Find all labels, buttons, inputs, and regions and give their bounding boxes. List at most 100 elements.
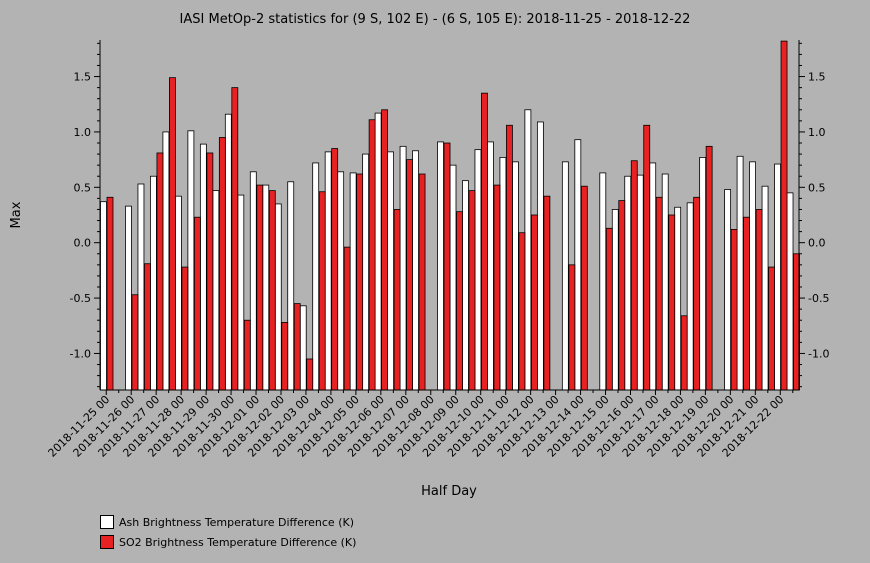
so2-bar-19 <box>343 246 351 391</box>
ash-bar-32 <box>499 157 507 391</box>
legend-item-ash: Ash Brightness Temperature Difference (K… <box>100 512 356 532</box>
so2-bar-12 <box>256 184 264 391</box>
ash-bar-29 <box>462 180 469 391</box>
so2-bar-33 <box>518 232 526 391</box>
ash-bar-9 <box>212 190 220 391</box>
ash-bar-22 <box>374 112 382 391</box>
so2-bar-11 <box>243 319 251 391</box>
ash-bar-12 <box>249 171 257 391</box>
so2-bar-9 <box>218 137 226 391</box>
ash-bar-43 <box>636 174 644 391</box>
ash-bar-38 <box>574 139 582 391</box>
ash-bar-47 <box>686 202 694 391</box>
so2-bar-52 <box>755 209 763 391</box>
ash-bar-46 <box>674 206 682 391</box>
so2-bar-15 <box>293 303 301 391</box>
y-tick-label-left: 0.5 <box>74 181 92 194</box>
ash-bar-55 <box>786 192 794 391</box>
so2-bar-27 <box>443 142 451 391</box>
ash-bar-13 <box>262 184 270 391</box>
ash-bar-6 <box>174 195 182 391</box>
so2-bar-16 <box>306 358 314 391</box>
so2-bar-51 <box>743 216 750 391</box>
ash-bar-3 <box>137 183 145 391</box>
y-axis-label: Max <box>9 201 24 228</box>
ash-bar-7 <box>187 130 195 391</box>
ash-bar-11 <box>237 194 245 391</box>
ash-bar-5 <box>162 131 170 391</box>
ash-bar-41 <box>611 209 619 391</box>
so2-bar-20 <box>356 173 364 391</box>
y-tick-label-left: -1.0 <box>70 347 91 360</box>
so2-bar-5 <box>169 77 176 391</box>
chart-title: IASI MetOp-2 statistics for (9 S, 102 E)… <box>180 12 691 27</box>
so2-bar-22 <box>381 109 389 391</box>
legend-label-so2: SO2 Brightness Temperature Difference (K… <box>119 535 357 549</box>
ash-bar-30 <box>474 149 482 391</box>
ash-bar-24 <box>399 145 407 391</box>
ash-bar-34 <box>524 109 532 391</box>
so2-bar-7 <box>193 216 201 391</box>
y-tick-label-right: -1.0 <box>808 347 829 360</box>
ash-bar-8 <box>199 143 207 391</box>
so2-bar-43 <box>643 124 651 391</box>
so2-bar-17 <box>318 191 326 391</box>
ash-bar-51 <box>736 155 744 391</box>
bars-layer <box>100 40 800 391</box>
axes-layer: -1.0 -1.0 -0.5 -0.5 0.0 0.0 0.5 0.5 1.0 1.0 1.5 1.5… <box>46 40 829 460</box>
ash-bar-21 <box>362 153 370 391</box>
so2-bar-48 <box>705 145 713 391</box>
x-axis-label: Half Day <box>421 484 477 499</box>
ash-bar-15 <box>287 181 295 391</box>
ash-bar-44 <box>649 162 657 391</box>
so2-bar-21 <box>368 119 376 391</box>
so2-bar-14 <box>281 322 289 391</box>
legend-swatch-so2 <box>100 535 114 549</box>
so2-bar-30 <box>481 92 488 391</box>
so2-bar-46 <box>680 315 688 391</box>
y-tick-label-left: -0.5 <box>70 292 91 305</box>
y-tick-label-left: 1.0 <box>74 126 92 139</box>
so2-bar-31 <box>493 184 501 391</box>
so2-bar-45 <box>668 214 676 391</box>
so2-bar-53 <box>768 266 775 391</box>
so2-bar-10 <box>231 87 239 391</box>
y-tick-label-right: 0.5 <box>808 181 826 194</box>
ash-bar-16 <box>299 305 307 391</box>
ash-bar-20 <box>349 172 357 391</box>
ash-bar-35 <box>536 121 544 391</box>
ash-bar-17 <box>312 162 320 391</box>
y-tick-label-right: -0.5 <box>808 292 829 305</box>
legend-label-ash: Ash Brightness Temperature Difference (K… <box>119 515 354 529</box>
legend: Ash Brightness Temperature Difference (K… <box>100 512 356 552</box>
y-tick-label-left: 0.0 <box>74 237 92 250</box>
ash-bar-28 <box>449 164 457 391</box>
so2-bar-4 <box>156 152 164 391</box>
so2-bar-8 <box>206 152 214 391</box>
y-tick-label-right: 0.0 <box>808 237 826 250</box>
so2-bar-35 <box>543 195 551 391</box>
ash-bar-19 <box>337 171 345 391</box>
so2-bar-42 <box>630 160 638 391</box>
so2-bar-44 <box>655 196 663 391</box>
so2-bar-24 <box>406 159 413 391</box>
so2-bar-37 <box>568 264 576 391</box>
so2-bar-32 <box>506 124 513 391</box>
ash-bar-27 <box>437 141 444 391</box>
ash-bar-37 <box>561 161 569 391</box>
ash-bar-33 <box>512 161 519 391</box>
ash-bar-18 <box>324 151 332 391</box>
ash-bar-48 <box>699 157 707 391</box>
so2-bar-29 <box>468 190 476 391</box>
so2-bar-23 <box>393 209 401 391</box>
ash-bar-53 <box>761 185 769 391</box>
ash-bar-4 <box>150 175 157 391</box>
so2-bar-25 <box>418 173 426 391</box>
ash-bar-2 <box>125 205 132 391</box>
so2-bar-6 <box>181 266 189 391</box>
ash-bar-0 <box>100 201 107 391</box>
so2-bar-41 <box>618 200 626 391</box>
ash-bar-54 <box>774 163 781 391</box>
so2-bar-2 <box>131 294 139 391</box>
